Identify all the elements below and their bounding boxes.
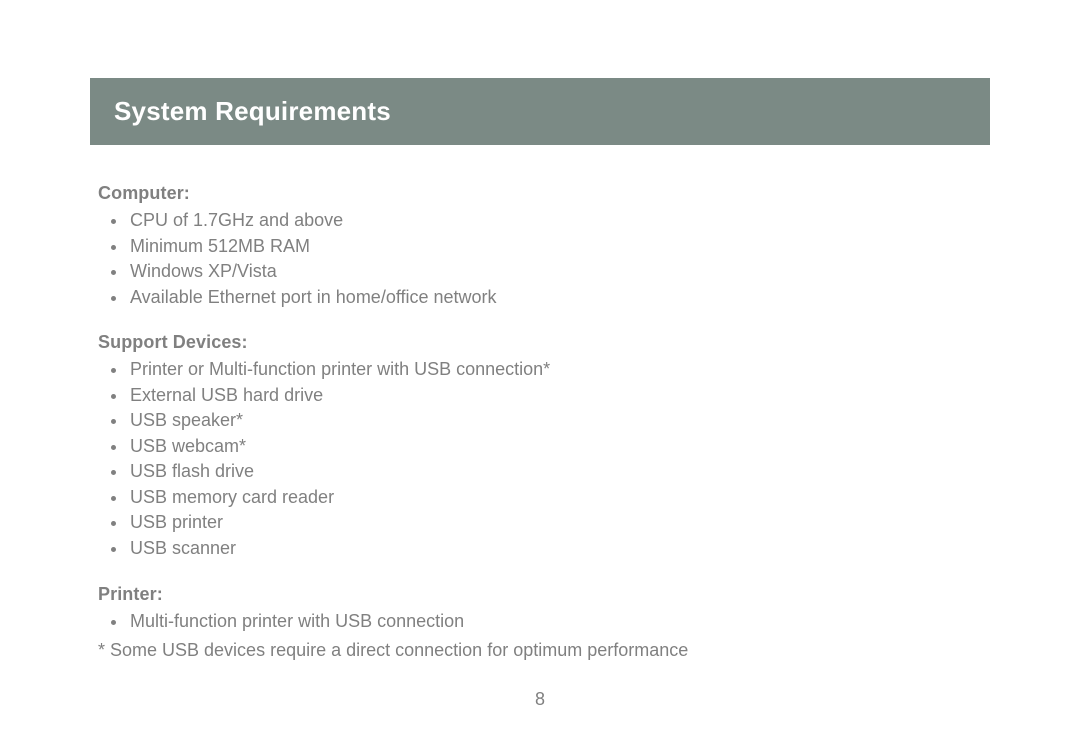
section-computer: Computer: CPU of 1.7GHz and above Minimu… [90, 183, 990, 310]
list-item: Minimum 512MB RAM [128, 234, 990, 260]
section-support-devices: Support Devices: Printer or Multi-functi… [90, 332, 990, 561]
list-item: Printer or Multi-function printer with U… [128, 357, 990, 383]
printer-list: Multi-function printer with USB connecti… [102, 609, 990, 635]
list-item: Available Ethernet port in home/office n… [128, 285, 990, 311]
computer-list: CPU of 1.7GHz and above Minimum 512MB RA… [102, 208, 990, 310]
list-item: USB webcam* [128, 434, 990, 460]
section-heading-printer: Printer: [98, 584, 990, 605]
section-printer: Printer: Multi-function printer with USB… [90, 584, 990, 664]
list-item: Windows XP/Vista [128, 259, 990, 285]
list-item: USB flash drive [128, 459, 990, 485]
page-title: System Requirements [114, 96, 966, 127]
support-devices-list: Printer or Multi-function printer with U… [102, 357, 990, 561]
list-item: USB scanner [128, 536, 990, 562]
footnote: * Some USB devices require a direct conn… [98, 638, 990, 664]
page-number: 8 [0, 689, 1080, 710]
list-item: External USB hard drive [128, 383, 990, 409]
list-item: USB printer [128, 510, 990, 536]
list-item: USB memory card reader [128, 485, 990, 511]
document-page: System Requirements Computer: CPU of 1.7… [0, 0, 1080, 664]
header-bar: System Requirements [90, 78, 990, 145]
list-item: Multi-function printer with USB connecti… [128, 609, 990, 635]
list-item: USB speaker* [128, 408, 990, 434]
list-item: CPU of 1.7GHz and above [128, 208, 990, 234]
section-heading-support-devices: Support Devices: [98, 332, 990, 353]
section-heading-computer: Computer: [98, 183, 990, 204]
